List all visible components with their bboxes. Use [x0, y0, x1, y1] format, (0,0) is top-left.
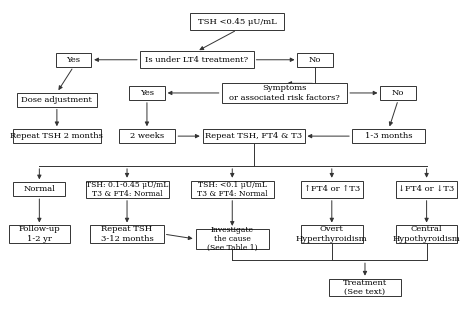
FancyBboxPatch shape: [86, 181, 169, 198]
FancyBboxPatch shape: [301, 225, 363, 243]
Text: 1-3 months: 1-3 months: [365, 132, 412, 140]
FancyBboxPatch shape: [13, 129, 100, 143]
FancyBboxPatch shape: [56, 53, 91, 67]
FancyBboxPatch shape: [329, 279, 401, 296]
Text: Yes: Yes: [140, 89, 154, 97]
FancyBboxPatch shape: [195, 229, 269, 249]
Text: Repeat TSH, FT4 & T3: Repeat TSH, FT4 & T3: [205, 132, 302, 140]
FancyBboxPatch shape: [129, 86, 165, 100]
Text: TSH: <0.1 μU/mL
T3 & FT4: Normal: TSH: <0.1 μU/mL T3 & FT4: Normal: [197, 181, 267, 198]
FancyBboxPatch shape: [396, 181, 457, 198]
Text: No: No: [392, 89, 404, 97]
Text: Repeat TSH
3-12 months: Repeat TSH 3-12 months: [100, 225, 154, 243]
Text: TSH <0.45 μU/mL: TSH <0.45 μU/mL: [198, 18, 276, 26]
FancyBboxPatch shape: [17, 93, 97, 107]
Text: Repeat TSH 2 months: Repeat TSH 2 months: [10, 132, 103, 140]
FancyBboxPatch shape: [301, 181, 363, 198]
FancyBboxPatch shape: [9, 225, 70, 243]
FancyBboxPatch shape: [191, 181, 273, 198]
Text: ↓FT4 or ↓T3: ↓FT4 or ↓T3: [399, 185, 455, 193]
Text: No: No: [309, 56, 321, 64]
Text: Follow-up
1-2 yr: Follow-up 1-2 yr: [18, 225, 60, 243]
FancyBboxPatch shape: [396, 225, 457, 243]
Text: TSH: 0.1-0.45 μU/mL
T3 & FT4: Normal: TSH: 0.1-0.45 μU/mL T3 & FT4: Normal: [86, 181, 168, 198]
FancyBboxPatch shape: [118, 129, 175, 143]
FancyBboxPatch shape: [203, 129, 304, 143]
Text: Normal: Normal: [23, 185, 55, 193]
FancyBboxPatch shape: [190, 13, 284, 30]
Text: Central
Hypothyroidism: Central Hypothyroidism: [393, 225, 460, 243]
Text: Symptoms
or associated risk factors?: Symptoms or associated risk factors?: [229, 84, 340, 102]
Text: Yes: Yes: [66, 56, 81, 64]
FancyBboxPatch shape: [352, 129, 425, 143]
FancyBboxPatch shape: [90, 225, 164, 243]
Text: Overt
Hyperthyroidism: Overt Hyperthyroidism: [296, 225, 368, 243]
Text: Is under LT4 treatment?: Is under LT4 treatment?: [145, 56, 248, 64]
FancyBboxPatch shape: [221, 83, 347, 103]
FancyBboxPatch shape: [380, 86, 416, 100]
Text: 2 weeks: 2 weeks: [130, 132, 164, 140]
Text: Dose adjustment: Dose adjustment: [21, 96, 92, 104]
FancyBboxPatch shape: [13, 182, 65, 196]
FancyBboxPatch shape: [298, 53, 333, 67]
FancyBboxPatch shape: [140, 51, 254, 68]
Text: Investigate
the cause
(See Table 1): Investigate the cause (See Table 1): [207, 226, 257, 252]
Text: ↑FT4 or ↑T3: ↑FT4 or ↑T3: [304, 185, 360, 193]
Text: Treatment
(See text): Treatment (See text): [343, 279, 387, 296]
